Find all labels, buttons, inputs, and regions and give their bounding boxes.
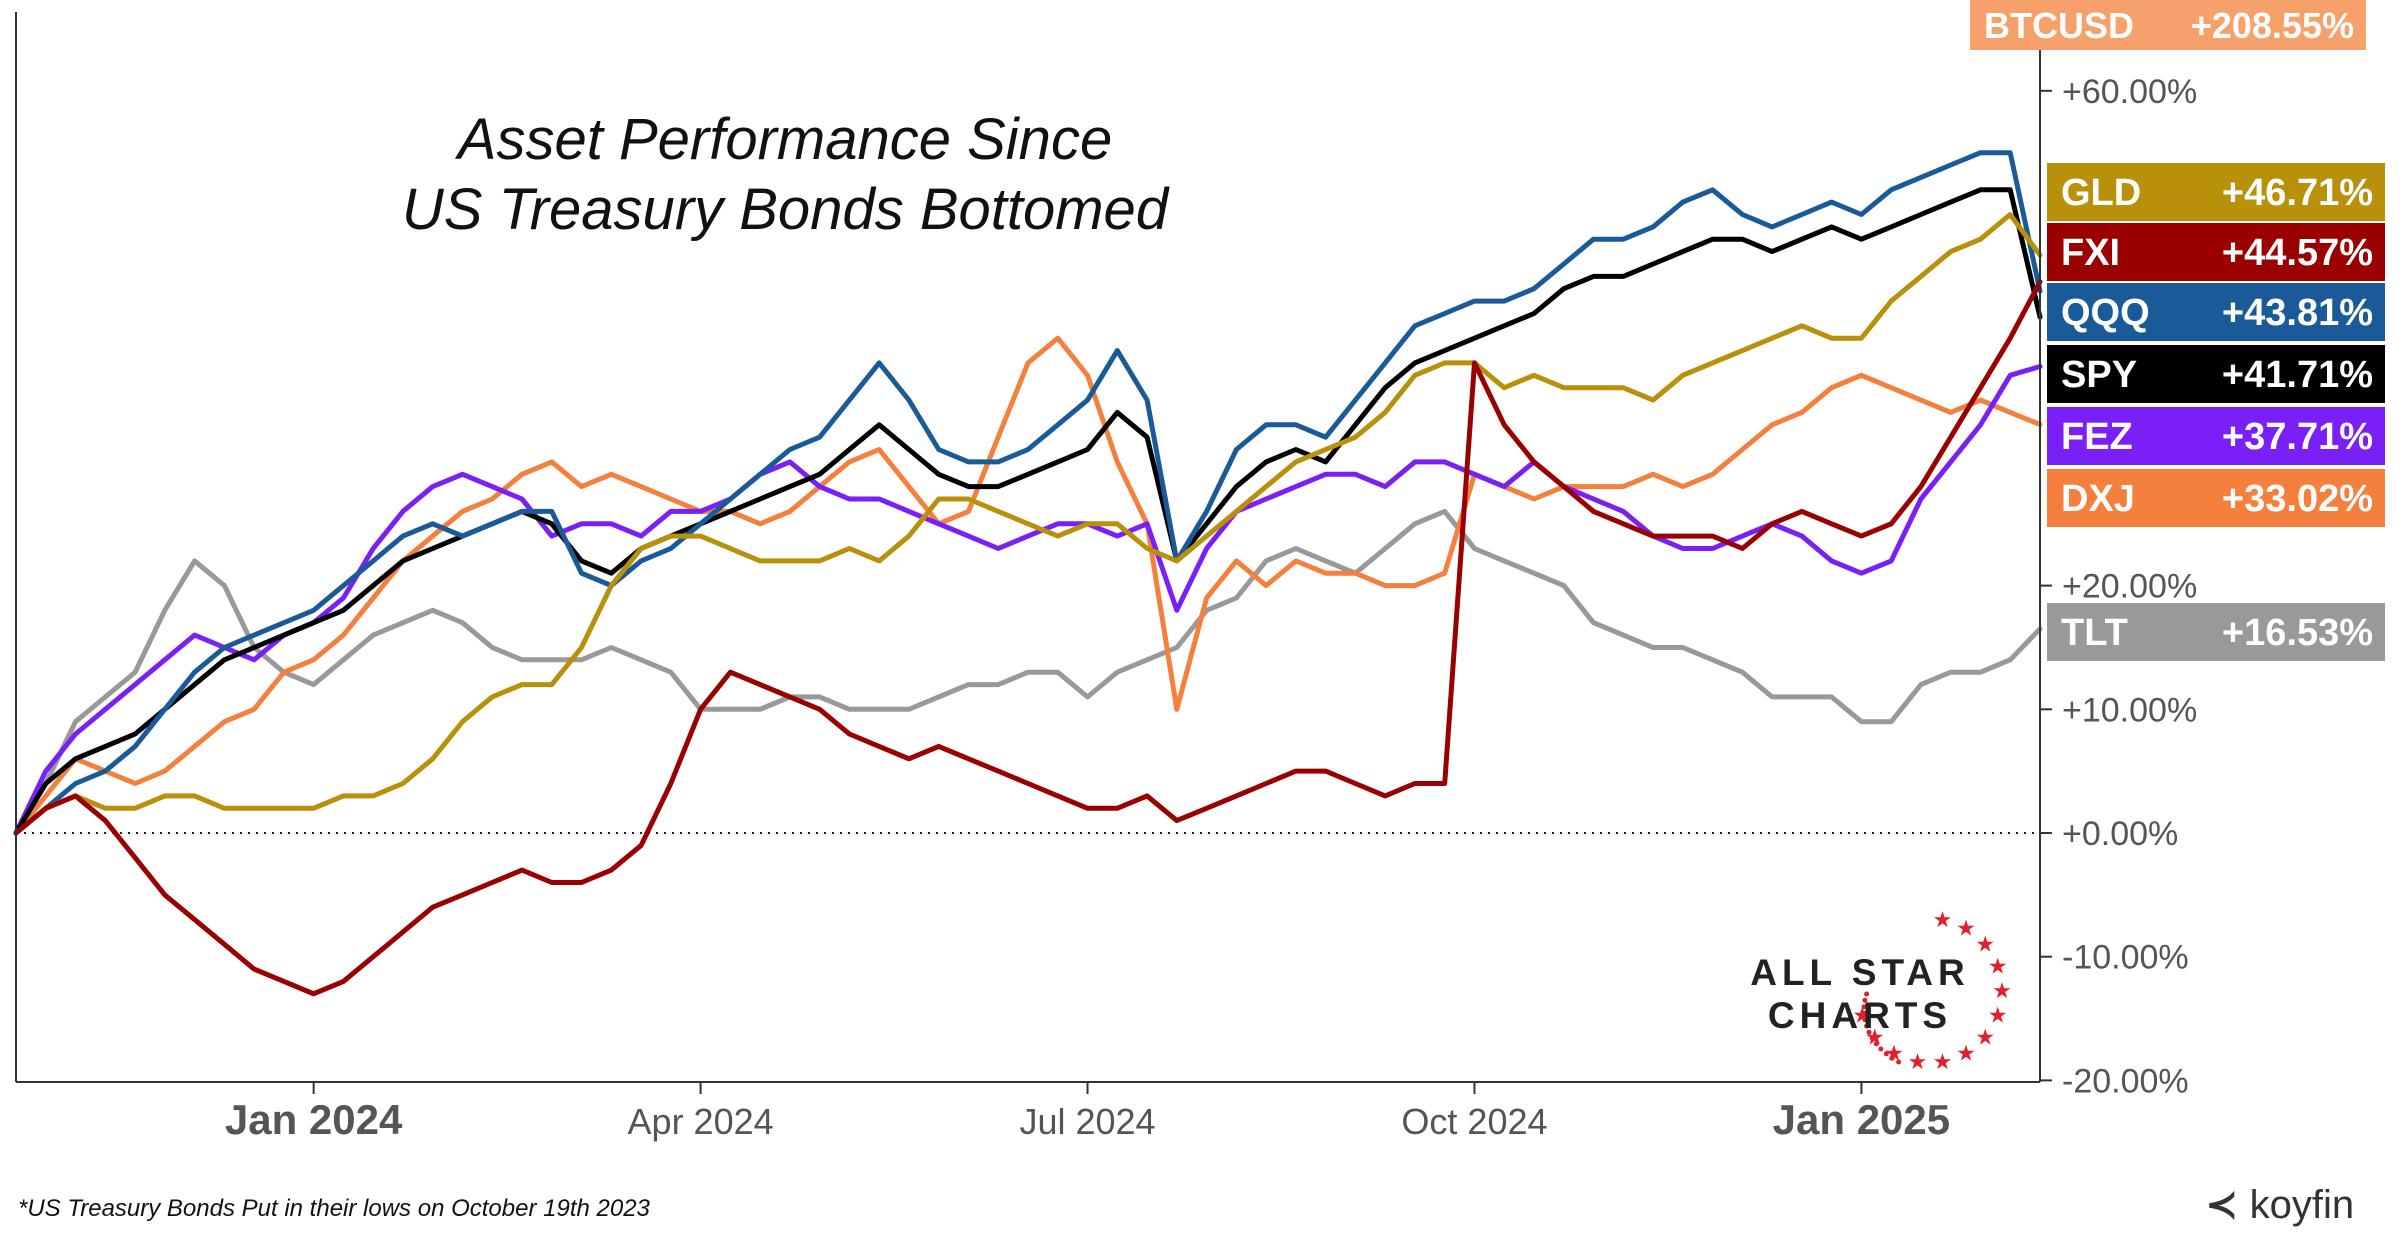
logo-dot <box>1861 1004 1867 1010</box>
series-label-bg <box>2047 283 2385 341</box>
series-label-fez: FEZ +37.71% <box>2047 407 2385 465</box>
series-label-qqq: QQQ +43.81% <box>2047 283 2385 341</box>
logo-dot <box>1896 1059 1902 1065</box>
series-label-bg <box>2047 407 2385 465</box>
logo-star: ★ <box>1884 1040 1904 1065</box>
koyfin-logo-icon: ≺ <box>2205 1183 2250 1227</box>
series-label-bg <box>2047 603 2385 661</box>
logo-dot <box>1861 1010 1867 1016</box>
series-label-ticker: DXJ <box>2061 478 2135 520</box>
x-tick-label: Jul 2024 <box>1019 1101 1155 1142</box>
x-tick-label: Jan 2025 <box>1773 1096 1950 1143</box>
logo-dot <box>1864 1023 1870 1029</box>
series-label-value: +43.81% <box>2222 292 2373 334</box>
logo-star: ★ <box>1852 1003 1872 1028</box>
series-line-dxj <box>13 335 2043 836</box>
series-label-ticker: FEZ <box>2061 416 2133 458</box>
series-label-value: +33.02% <box>2222 478 2373 520</box>
series-label-spy: SPY +41.71% <box>2047 345 2385 403</box>
series-label-bg <box>2047 163 2385 221</box>
series-label-value: +41.71% <box>2222 354 2373 396</box>
logo-star: ★ <box>1975 1024 1995 1049</box>
logo-star: ★ <box>1992 978 2012 1003</box>
series-label-value: +16.53% <box>2222 612 2373 654</box>
x-tick-label: Oct 2024 <box>1401 1101 1547 1142</box>
y-tick-label: +20.00% <box>2062 568 2197 606</box>
series-label-ticker: FXI <box>2061 232 2120 274</box>
series-label-fxi: FXI +44.57% <box>2047 223 2385 281</box>
series-label-bg <box>2047 345 2385 403</box>
logo-text-allstar: ALL STAR <box>1750 952 1970 993</box>
label-layer: BTCUSD +208.55% GLD +46.71% FXI +44.57% QQQ +43… <box>1970 0 2385 661</box>
y-tick-label: +0.00% <box>2062 815 2178 853</box>
logo-dot <box>1873 1041 1879 1047</box>
series-line-qqq <box>13 150 2043 836</box>
logo-text-charts: CHARTS <box>1767 995 1953 1036</box>
series-label-value: +208.55% <box>2191 5 2354 46</box>
y-tick-label: +10.00% <box>2062 691 2197 729</box>
logo-star: ★ <box>1988 1003 2008 1028</box>
series-label-bg <box>2047 469 2385 527</box>
logo-star: ★ <box>1988 953 2008 978</box>
logo-dot <box>1866 1029 1872 1035</box>
series-label-ticker: GLD <box>2061 172 2141 214</box>
series-label-dxj: DXJ +33.02% <box>2047 469 2385 527</box>
koyfin-brand: ≺ koyfin <box>2205 1182 2354 1228</box>
star-logo-ring: ★ ★★★★★★★★★★★★ <box>1852 907 2011 1074</box>
logo-star: ★ <box>1933 1049 1953 1074</box>
y-tick-label: -20.00% <box>2062 1062 2189 1100</box>
y-tick-label: -10.00% <box>2062 939 2189 977</box>
series-line-tlt <box>13 508 2043 836</box>
logo-star: ★ <box>1956 1040 1976 1065</box>
series-line-fez <box>13 364 2043 836</box>
series-label-gld: GLD +46.71% <box>2047 163 2385 221</box>
logo-dot <box>1862 997 1868 1003</box>
series-label-ticker: SPY <box>2061 354 2137 396</box>
logo-dot <box>1889 1055 1895 1061</box>
series-label-bg <box>1970 0 2366 50</box>
series-layer <box>13 150 2043 997</box>
koyfin-brand-text: koyfin <box>2249 1183 2355 1227</box>
series-label-value: +46.71% <box>2222 172 2373 214</box>
y-tick-label: +60.00% <box>2062 73 2197 111</box>
x-tick-label: Apr 2024 <box>628 1101 774 1142</box>
footnote: *US Treasury Bonds Put in their lows on … <box>18 1195 650 1222</box>
chart-title-line1: Asset Performance Since <box>457 107 1113 172</box>
logo-dot <box>1869 1035 1875 1041</box>
series-label-bg <box>2047 223 2385 281</box>
axis-layer: +60.00% +20.00% +10.00% +0.00% -10.00% -20.00… <box>15 12 2197 1143</box>
logo-star: ★ <box>1975 932 1995 957</box>
logo-dot <box>1862 1017 1868 1023</box>
x-tick-label: Jan 2024 <box>225 1096 403 1143</box>
chart-title-line2: US Treasury Bonds Bottomed <box>401 177 1169 242</box>
series-label-value: +37.71% <box>2222 416 2373 458</box>
series-label-tlt: TLT +16.53% <box>2047 603 2385 661</box>
series-label-ticker: TLT <box>2061 612 2128 654</box>
logo-dot <box>1878 1046 1884 1052</box>
logo-star: ★ <box>1933 907 1953 932</box>
series-label-value: +44.57% <box>2222 232 2373 274</box>
logo-star: ★ <box>1908 1049 1928 1074</box>
logo-star: ★ <box>1956 916 1976 941</box>
series-label-ticker: QQQ <box>2061 292 2150 334</box>
logo-dot <box>1864 991 1870 997</box>
series-line-gld <box>13 212 2043 836</box>
series-line-spy <box>13 187 2043 836</box>
series-line-fxi <box>13 279 2043 997</box>
logo-dot <box>1883 1051 1889 1057</box>
series-label-ticker: BTCUSD <box>1984 5 2134 46</box>
series-label-btcusd: BTCUSD +208.55% <box>1970 0 2366 50</box>
